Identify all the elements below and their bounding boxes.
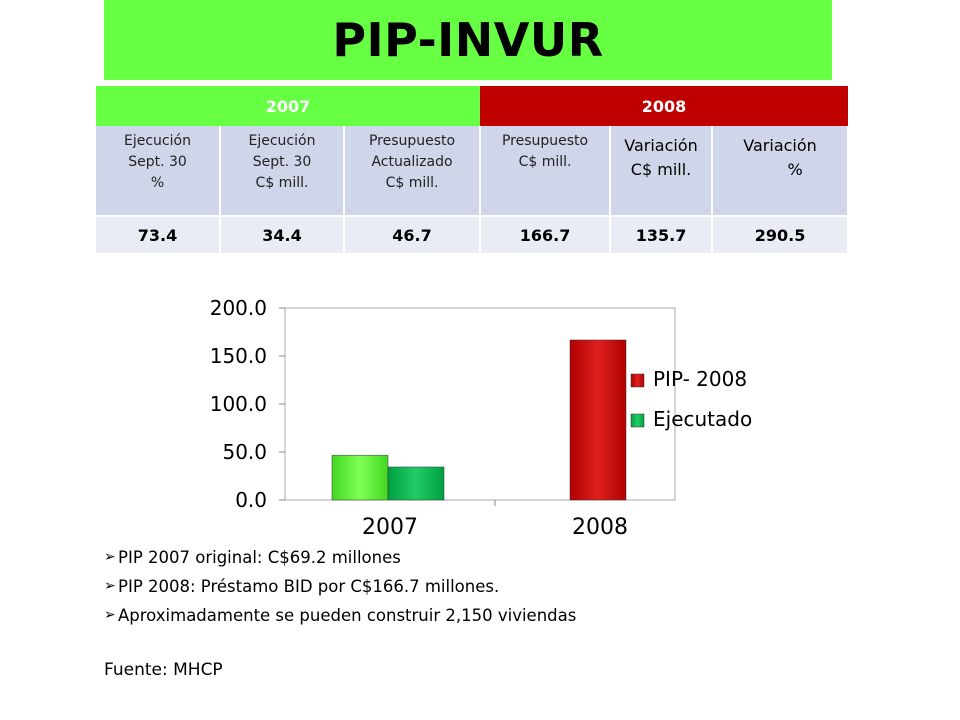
x-tick-label: 2008	[572, 515, 628, 540]
value-cell: 135.7	[610, 216, 714, 255]
header-line: C$ mill.	[518, 154, 572, 170]
col-header-variacion-mill: Variación C$ mill.	[610, 126, 714, 217]
bar-chart: 0.0 50.0 100.0 150.0 200.0 2007 2008 PIP- 2008 E…	[195, 290, 770, 540]
legend-label-pip: PIP- 2008	[653, 367, 747, 391]
note-text: PIP 2008: Préstamo BID por C$166.7 millo…	[118, 577, 500, 596]
x-tick-label: 2007	[362, 515, 418, 540]
col-header-presupuesto-actualizado: Presupuesto Actualizado C$ mill.	[344, 126, 482, 217]
arrow-bullet-icon: ➢	[104, 549, 116, 565]
note-item: ➢ Aproximadamente se pueden construir 2,…	[104, 601, 576, 630]
page-title: PIP-INVUR	[104, 0, 832, 80]
header-line: %	[150, 175, 165, 191]
legend-label-ejecutado: Ejecutado	[653, 407, 752, 431]
year-header-2008: 2008	[480, 86, 849, 126]
header-line: Ejecución	[248, 133, 316, 149]
y-tick-label: 100.0	[210, 392, 267, 416]
note-item: ➢ PIP 2007 original: C$69.2 millones	[104, 543, 576, 572]
note-item: ➢ PIP 2008: Préstamo BID por C$166.7 mil…	[104, 572, 576, 601]
col-header-variacion-pct: Variación %	[712, 126, 850, 217]
header-line: %	[787, 160, 803, 179]
value-cell: 73.4	[96, 216, 221, 255]
bar-chart-svg: 0.0 50.0 100.0 150.0 200.0 2007 2008 PIP- 2008 E…	[210, 296, 752, 540]
notes-list: ➢ PIP 2007 original: C$69.2 millones ➢ P…	[104, 543, 576, 630]
legend-swatch-pip	[630, 373, 645, 388]
y-tick-label: 200.0	[210, 296, 267, 320]
header-line: C$ mill.	[255, 175, 309, 191]
header-line: Actualizado	[371, 154, 453, 170]
y-tick-label: 0.0	[235, 488, 267, 512]
bar-ejecutado-2007	[387, 466, 445, 501]
value-cell: 166.7	[480, 216, 612, 255]
note-text: PIP 2007 original: C$69.2 millones	[118, 548, 401, 567]
header-line: Variación	[624, 136, 698, 155]
y-tick-label: 150.0	[210, 344, 267, 368]
col-header-ejecucion-pct: Ejecución Sept. 30 %	[96, 126, 221, 217]
header-line: Ejecución	[124, 133, 191, 149]
bar-pip-2007	[331, 454, 389, 501]
budget-table: 2007 2008 Ejecución Sept. 30 % Ejecución…	[96, 86, 850, 255]
col-header-ejecucion-mill: Ejecución Sept. 30 C$ mill.	[220, 126, 345, 217]
header-line: C$ mill.	[385, 175, 439, 191]
header-line: Presupuesto	[501, 133, 589, 149]
arrow-bullet-icon: ➢	[104, 607, 116, 623]
header-line: Presupuesto	[368, 133, 456, 149]
value-cell: 46.7	[344, 216, 482, 255]
col-header-presupuesto: Presupuesto C$ mill.	[480, 126, 612, 217]
arrow-bullet-icon: ➢	[104, 578, 116, 594]
y-tick-label: 50.0	[222, 440, 267, 464]
note-text: Aproximadamente se pueden construir 2,15…	[118, 606, 577, 625]
header-line: Sept. 30	[128, 154, 187, 170]
header-line: Sept. 30	[252, 154, 312, 170]
source-note: Fuente: MHCP	[104, 660, 223, 680]
year-header-2007: 2007	[96, 86, 481, 126]
bar-pip-2008	[569, 339, 627, 501]
value-cell: 290.5	[712, 216, 850, 255]
value-cell: 34.4	[220, 216, 345, 255]
header-line: C$ mill.	[630, 160, 692, 179]
header-line: Variación	[743, 136, 817, 155]
legend-swatch-ejecutado	[630, 413, 645, 428]
